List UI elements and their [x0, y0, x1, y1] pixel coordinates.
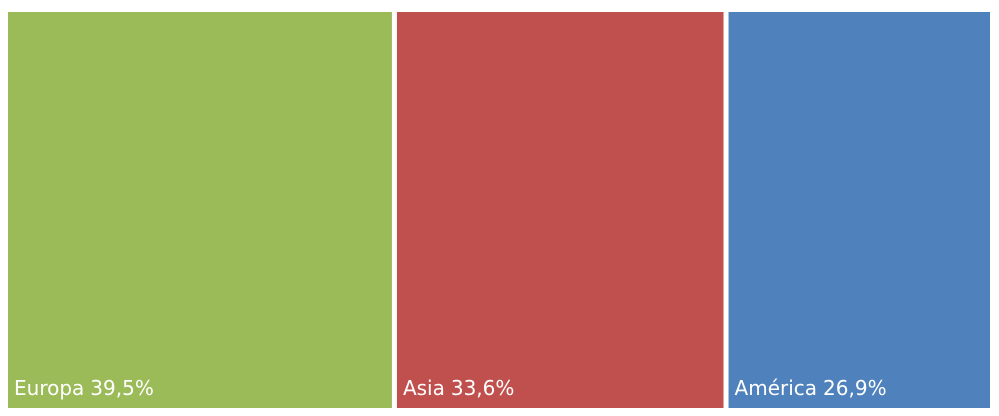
- tile: [728, 12, 990, 408]
- tile-label: Europa 39,5%: [14, 376, 154, 400]
- tile: [396, 12, 724, 408]
- tile: [8, 12, 392, 408]
- category-label: América: [735, 376, 818, 400]
- value-label: 26,9%: [823, 376, 887, 400]
- value-label: 33,6%: [451, 376, 515, 400]
- tile-label: Asia 33,6%: [403, 376, 514, 400]
- category-label: Europa: [14, 376, 84, 400]
- value-label: 39,5%: [90, 376, 154, 400]
- tile-label: América 26,9%: [735, 376, 887, 400]
- category-label: Asia: [403, 376, 445, 400]
